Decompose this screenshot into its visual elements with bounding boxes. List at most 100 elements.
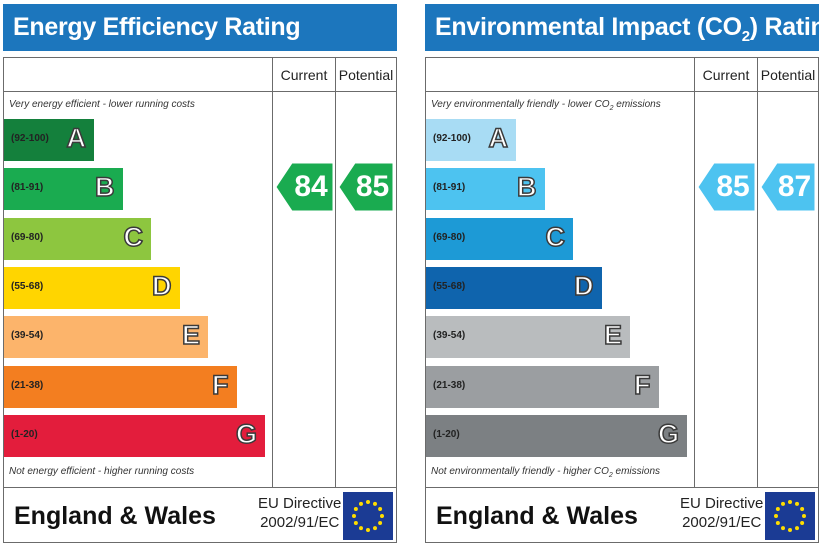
band-range: (1-20) (433, 428, 460, 440)
band-letter: B (516, 172, 537, 204)
directive-line2: 2002/91/EC (682, 514, 762, 531)
flag-star (380, 514, 384, 518)
caption-suffix: emissions (612, 466, 661, 477)
band-range: (92-100) (11, 133, 49, 144)
title-suffix: ) Rating (749, 13, 820, 41)
flag-star (788, 528, 792, 532)
flag-star (378, 521, 383, 525)
current-rating-arrow (275, 162, 334, 212)
band-range: (69-80) (11, 231, 44, 243)
band-c: (69-80) C (426, 217, 573, 260)
band-b: (81-91) B (426, 168, 545, 211)
band-letter: C (545, 221, 566, 253)
band-range: (21-38) (11, 379, 44, 391)
potential-rating-arrow (760, 162, 816, 212)
band-range: (69-80) (433, 231, 466, 243)
eu-directive: EU Directive 2002/91/EC (258, 494, 341, 532)
potential-rating-value: 85 (355, 170, 390, 204)
current-rating-value: 84 (294, 170, 328, 204)
flag-star (781, 526, 785, 531)
rating-frame: Current Potential Very environmentally f… (425, 57, 819, 543)
column-divider (335, 58, 336, 487)
directive-line2: 2002/91/EC (260, 514, 340, 531)
band-range: (55-68) (11, 280, 44, 292)
flag-star (353, 507, 358, 511)
top-caption: Very energy efficient - lower running co… (9, 99, 195, 110)
rating-frame: Current Potential Very energy efficient … (3, 57, 397, 543)
flag-star (359, 501, 363, 506)
band-letter: E (603, 319, 623, 351)
flag-star (775, 521, 780, 525)
band-g: (1-20) G (426, 414, 687, 457)
flag-star (366, 500, 370, 504)
band-range: (55-68) (433, 280, 466, 292)
region-label: England & Wales (14, 502, 216, 530)
flag-star (353, 521, 358, 525)
band-f: (21-38) F (4, 365, 237, 408)
band-letter: E (181, 319, 201, 351)
band-range: (21-38) (433, 379, 466, 391)
caption-subscript: 2 (609, 105, 614, 112)
current-rating-value: 85 (716, 170, 750, 204)
potential-rating-shape (338, 162, 394, 212)
panel-title: Energy Efficiency Rating (3, 4, 397, 51)
column-divider (757, 58, 758, 487)
band-letter: G (657, 418, 680, 450)
flag-star (373, 526, 377, 531)
band-letter: D (573, 270, 594, 302)
footer-divider (4, 487, 396, 488)
caption-suffix: emissions (613, 99, 661, 110)
band-letter: A (488, 122, 509, 154)
region-label: England & Wales (436, 502, 638, 530)
flag-star (795, 501, 799, 506)
band-range: (1-20) (11, 428, 38, 440)
bottom-caption: Not energy efficient - higher running co… (9, 466, 195, 477)
potential-rating-shape (760, 162, 816, 212)
flag-star (795, 526, 799, 531)
band-c: (69-80) C (4, 217, 151, 260)
band-letter: A (66, 122, 87, 154)
band-range: (39-54) (11, 330, 44, 342)
flag-star (378, 507, 383, 511)
caption-prefix: Not environmentally friendly - higher CO (431, 466, 609, 477)
band-a: (92-100) A (4, 119, 94, 161)
potential-header: Potential (760, 67, 816, 83)
band-e: (39-54) E (426, 316, 630, 359)
band-b: (81-91) B (4, 168, 123, 211)
band-letter: G (235, 418, 258, 450)
bottom-caption: Not environmentally friendly - higher CO… (431, 466, 660, 479)
band-a: (92-100) A (426, 119, 516, 161)
potential-header: Potential (338, 67, 394, 83)
flag-star (775, 507, 780, 511)
header-divider (4, 91, 396, 92)
band-range: (39-54) (433, 330, 466, 342)
flag-star (802, 514, 806, 518)
flag-star (800, 507, 805, 511)
current-rating-arrow (697, 162, 756, 212)
current-header: Current (280, 67, 328, 83)
current-rating-shape (275, 162, 334, 212)
energy-efficiency-panel: Energy Efficiency Rating Current Potenti… (0, 0, 398, 547)
top-caption: Very environmentally friendly - lower CO… (431, 99, 661, 112)
environmental-impact-panel: Environmental Impact (CO2) Rating Curren… (422, 0, 820, 547)
band-range: (81-91) (11, 182, 44, 194)
caption-subscript: 2 (608, 472, 613, 479)
title-subscript: 2 (741, 28, 750, 45)
panel-title: Environmental Impact (CO2) Rating (425, 4, 820, 51)
flag-star (359, 526, 363, 531)
flag-star (800, 521, 805, 525)
eu-directive: EU Directive 2002/91/EC (680, 494, 763, 532)
title-text: Energy Efficiency Rating (13, 13, 301, 41)
band-letter: C (123, 221, 144, 253)
eu-flag-icon (765, 492, 815, 540)
band-g: (1-20) G (4, 414, 265, 457)
band-range: (81-91) (433, 182, 466, 194)
potential-rating-arrow (338, 162, 394, 212)
band-d: (55-68) D (426, 266, 602, 309)
band-f: (21-38) F (426, 365, 659, 408)
caption-prefix: Very environmentally friendly - lower CO (431, 99, 610, 110)
footer-divider (426, 487, 818, 488)
band-letter: F (211, 369, 229, 401)
column-divider (272, 58, 273, 487)
band-letter: B (94, 172, 115, 204)
